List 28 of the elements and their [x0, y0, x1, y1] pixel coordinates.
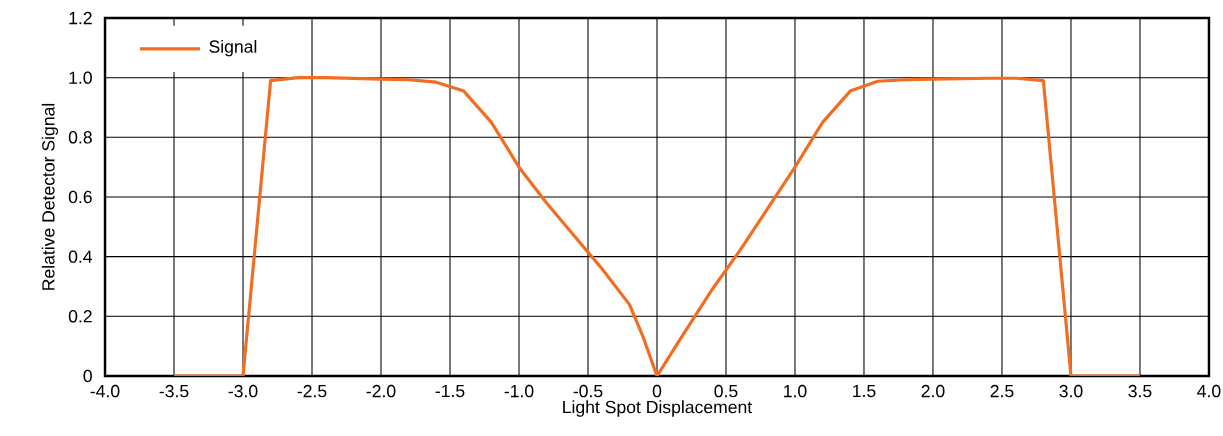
x-tick-label: 2.0	[921, 384, 945, 398]
line-series	[172, 76, 1142, 376]
x-tick-label: -3.0	[228, 384, 258, 398]
legend-label: Signal	[209, 39, 257, 57]
x-tick-label: -0.5	[573, 384, 603, 398]
y-tick-label: 0.8	[68, 131, 92, 144]
x-tick-label: -2.5	[297, 384, 327, 398]
y-tick-label: 1.0	[69, 71, 92, 84]
y-tick-label: 0	[83, 369, 92, 383]
y-tick-label: 0.4	[68, 250, 93, 263]
y-tick-label: 0.2	[68, 310, 92, 323]
y-tick-label: 1.2	[69, 11, 92, 25]
x-axis-title: Light Spot Displacement	[563, 400, 753, 417]
x-tick-label: -3.5	[159, 384, 189, 398]
x-tick-label: 1.0	[784, 384, 807, 398]
x-tick-label: 1.5	[853, 384, 876, 398]
y-tick-label: 0.6	[68, 190, 92, 204]
x-tick-label: 2.5	[990, 384, 1014, 398]
x-tick-label: 3.0	[1059, 384, 1083, 398]
x-tick-label: 0	[652, 384, 662, 398]
y-axis-title: Relative Detector Signal	[41, 103, 59, 290]
x-tick-label: -1.5	[435, 384, 465, 398]
x-tick-label: -4.0	[90, 384, 120, 398]
x-tick-label: -2.0	[366, 384, 396, 398]
x-tick-label: -1.0	[504, 384, 534, 398]
x-tick-label: 4.0	[1197, 384, 1221, 398]
x-tick-label: 3.5	[1128, 384, 1152, 398]
x-tick-label: 0.5	[714, 384, 738, 398]
